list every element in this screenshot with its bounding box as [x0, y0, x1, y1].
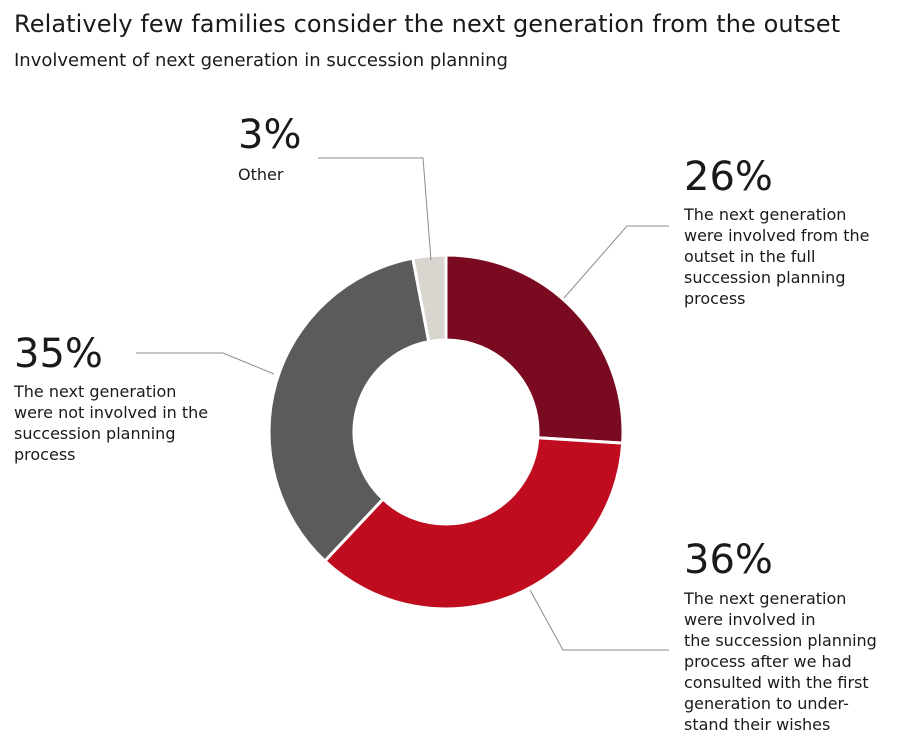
slice-description-line: consulted with the first [684, 673, 869, 692]
slice-description-line: stand their wishes [684, 715, 830, 734]
slice-description-line: Other [238, 165, 284, 184]
leader-line [529, 589, 669, 651]
slice-description-line: process after we had [684, 652, 852, 671]
slice-description-line: process [14, 445, 75, 464]
slice-percent-label: 26% [684, 154, 773, 200]
slice-description-line: were involved from the [684, 226, 870, 245]
slice-description-line: succession planning [14, 424, 175, 443]
slice-other [411, 253, 448, 344]
slice-description-line: outset in the full [684, 247, 815, 266]
slice-description-line: process [684, 289, 745, 308]
slice-label-other: 3% Other [238, 112, 432, 261]
slice-percent-label: 3% [238, 112, 301, 158]
slice-description-line: the succession planning [684, 631, 877, 650]
chart-subtitle: Involvement of next generation in succes… [14, 50, 508, 71]
slice-label-involved-after-consultation: 36% The next generation were involved in th… [529, 537, 877, 734]
slice-description-line: The next generation [683, 589, 846, 608]
slice-percent-label: 35% [14, 331, 103, 377]
slice-description-line: The next generation [13, 382, 176, 401]
slice-description-line: generation to under- [684, 694, 849, 713]
slice-label-involved-from-outset: 26% The next generation were involved from… [563, 154, 870, 308]
slice-description-line: were involved in [684, 610, 816, 629]
slice-involved-from-outset [444, 253, 625, 445]
slice-description-line: succession planning [684, 268, 845, 287]
slice-description-line: were not involved in the [14, 403, 208, 422]
leader-line [318, 157, 432, 261]
slice-label-not-involved: 35% The next generation were not involved … [13, 331, 275, 464]
slice-involved-after-consultation [322, 436, 625, 611]
chart-title: Relatively few families consider the nex… [14, 10, 841, 38]
donut-slices [267, 253, 625, 611]
slice-description-line: The next generation [683, 205, 846, 224]
leader-line [136, 352, 275, 375]
leader-line [563, 225, 669, 299]
slice-percent-label: 36% [684, 537, 773, 583]
slice-not-involved [267, 256, 431, 564]
